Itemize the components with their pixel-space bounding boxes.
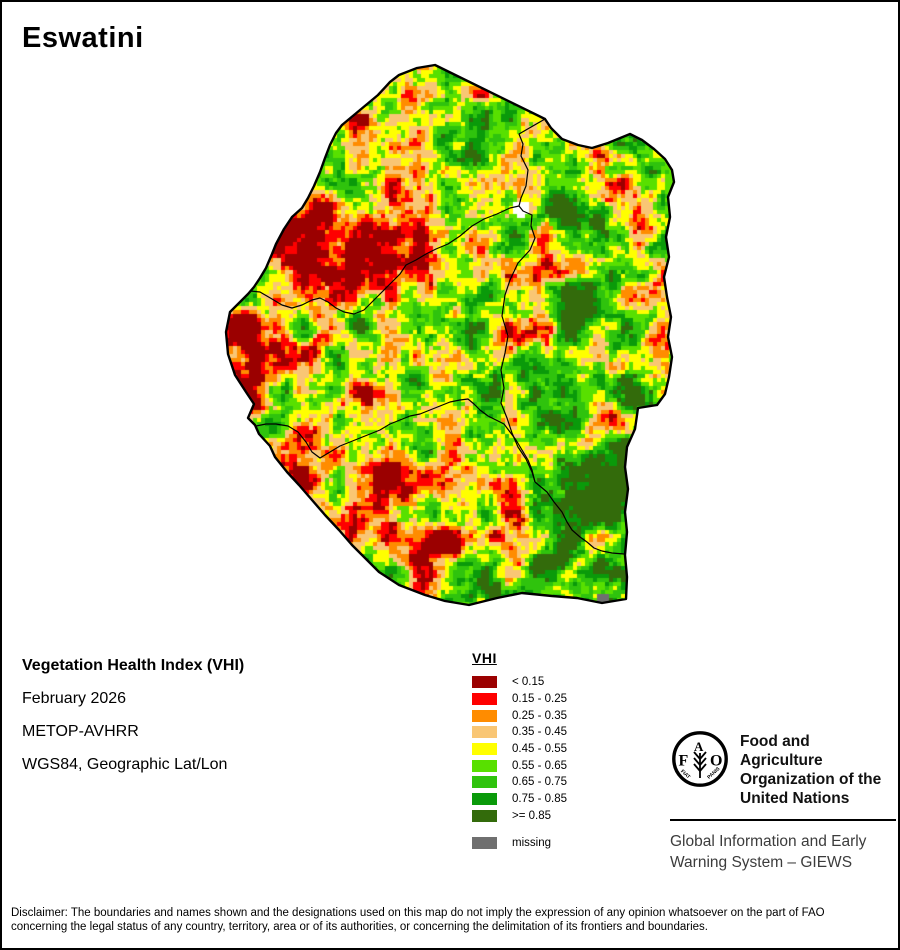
legend-row: 0.45 - 0.55 xyxy=(472,741,642,758)
legend-row: >= 0.85 xyxy=(472,808,642,825)
legend-items: < 0.15 0.15 - 0.25 0.25 - 0.35 0.35 - 0.45 0… xyxy=(472,674,642,851)
svg-text:A: A xyxy=(694,739,704,754)
legend-label: 0.55 - 0.65 xyxy=(512,759,567,772)
legend-label: missing xyxy=(512,836,551,849)
legend-color-swatch xyxy=(472,726,497,739)
map-info-block: Vegetation Health Index (VHI) February 2… xyxy=(22,657,352,789)
legend-label: 0.65 - 0.75 xyxy=(512,776,567,789)
legend-title: VHI xyxy=(472,650,497,666)
legend-color-swatch xyxy=(472,743,497,756)
svg-text:O: O xyxy=(710,753,722,770)
legend-color-swatch xyxy=(472,809,497,822)
legend-row: 0.35 - 0.45 xyxy=(472,724,642,741)
legend-row: 0.75 - 0.85 xyxy=(472,791,642,808)
legend-color-swatch xyxy=(472,676,497,689)
legend-row: 0.65 - 0.75 xyxy=(472,774,642,791)
fao-attribution: F A O FIAT PANIS Food and Agriculture Or… xyxy=(670,728,896,873)
legend-row: 0.15 - 0.25 xyxy=(472,691,642,708)
legend-row: 0.55 - 0.65 xyxy=(472,757,642,774)
vhi-legend: VHI < 0.15 0.15 - 0.25 0.25 - 0.35 0.35 - 0… xyxy=(472,650,642,851)
legend-label: < 0.15 xyxy=(512,676,545,689)
legend-label: 0.45 - 0.55 xyxy=(512,743,567,756)
disclaimer-line-1: Disclaimer: The boundaries and names sho… xyxy=(11,907,825,919)
map-info-heading: Vegetation Health Index (VHI) xyxy=(22,657,245,674)
fao-logo-icon: F A O FIAT PANIS xyxy=(672,731,728,787)
legend-row: 0.25 - 0.35 xyxy=(472,707,642,724)
legend-color-swatch xyxy=(472,709,497,722)
legend-label: >= 0.85 xyxy=(512,809,552,822)
legend-row-missing: missing xyxy=(472,834,642,851)
disclaimer-line-2: concerning the legal status of any count… xyxy=(11,921,708,933)
legend-color-swatch xyxy=(472,759,497,772)
legend-color-swatch xyxy=(472,776,497,789)
map-info-projection: WGS84, Geographic Lat/Lon xyxy=(22,756,228,773)
map-info-sensor: METOP-AVHRR xyxy=(22,723,139,740)
legend-row: < 0.15 xyxy=(472,674,642,691)
legend-label: 0.25 - 0.35 xyxy=(512,709,567,722)
legend-label: 0.75 - 0.85 xyxy=(512,793,567,806)
fao-org-name: Food and Agriculture Organization of the… xyxy=(740,733,882,807)
legend-color-swatch xyxy=(472,693,497,706)
legend-label: 0.15 - 0.25 xyxy=(512,693,567,706)
giews-name: Global Information and Early Warning Sys… xyxy=(670,833,867,871)
vhi-raster-map xyxy=(217,62,697,608)
svg-text:FIAT: FIAT xyxy=(679,769,691,781)
fao-divider-line xyxy=(670,819,896,821)
svg-text:F: F xyxy=(679,753,689,770)
legend-color-swatch xyxy=(472,836,497,849)
legend-color-swatch xyxy=(472,793,497,806)
page-title: Eswatini xyxy=(22,22,144,54)
fao-header: F A O FIAT PANIS Food and Agriculture Or… xyxy=(670,728,896,808)
disclaimer-text: Disclaimer: The boundaries and names sho… xyxy=(11,906,891,934)
map-info-date: February 2026 xyxy=(22,690,127,707)
legend-label: 0.35 - 0.45 xyxy=(512,726,567,739)
